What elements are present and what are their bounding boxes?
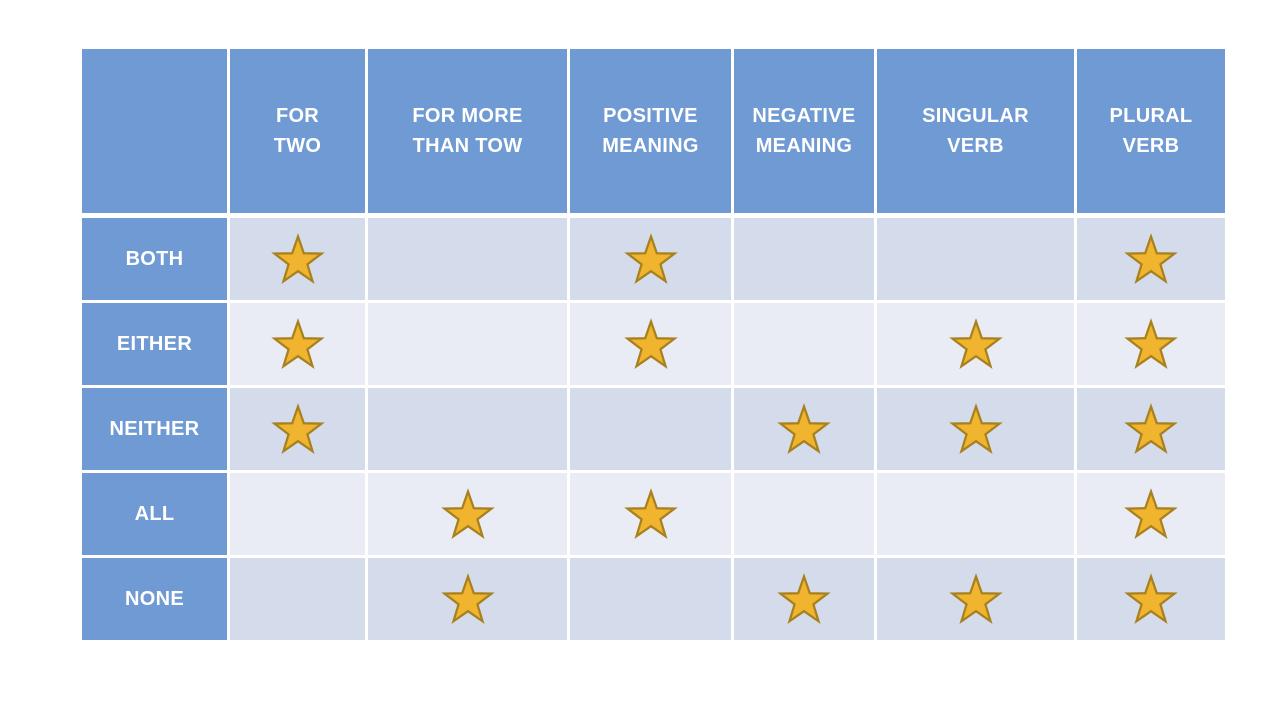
cell-both-plural-verb	[1077, 218, 1225, 300]
cell-both-negative-meaning	[734, 218, 874, 300]
table-row-none: NONE	[82, 558, 1225, 640]
cell-none-positive-meaning	[570, 558, 731, 640]
column-header-for-more-than-tow: FOR MORE THAN TOW	[368, 49, 567, 215]
row-header-none: NONE	[82, 558, 227, 640]
cell-both-singular-verb	[877, 218, 1074, 300]
table-row-either: EITHER	[82, 303, 1225, 385]
cell-either-negative-meaning	[734, 303, 874, 385]
table-row-both: BOTH	[82, 218, 1225, 300]
comparison-table: FOR TWO FOR MORE THAN TOW POSITIVE MEANING…	[79, 46, 1228, 643]
cell-neither-for-more-than-tow	[368, 388, 567, 470]
header-row: FOR TWO FOR MORE THAN TOW POSITIVE MEANING…	[82, 49, 1225, 215]
cell-both-for-more-than-tow	[368, 218, 567, 300]
star-icon	[440, 573, 495, 625]
cell-all-singular-verb	[877, 473, 1074, 555]
star-icon	[1124, 573, 1178, 625]
row-header-both: BOTH	[82, 218, 227, 300]
column-header-singular-verb: SINGULAR VERB	[877, 49, 1074, 215]
star-icon	[948, 318, 1003, 370]
row-header-either: EITHER	[82, 303, 227, 385]
column-header-plural-verb: PLURAL VERB	[1077, 49, 1225, 215]
table-row-neither: NEITHER	[82, 388, 1225, 470]
cell-either-plural-verb	[1077, 303, 1225, 385]
cell-either-singular-verb	[877, 303, 1074, 385]
star-icon	[270, 233, 325, 285]
star-icon	[948, 573, 1003, 625]
cell-none-for-more-than-tow	[368, 558, 567, 640]
star-icon	[623, 318, 678, 370]
cell-none-singular-verb	[877, 558, 1074, 640]
star-icon	[1124, 488, 1178, 540]
star-icon	[948, 403, 1003, 455]
cell-none-for-two	[230, 558, 365, 640]
cell-either-positive-meaning	[570, 303, 731, 385]
cell-either-for-more-than-tow	[368, 303, 567, 385]
cell-all-positive-meaning	[570, 473, 731, 555]
cell-all-for-two	[230, 473, 365, 555]
cell-all-for-more-than-tow	[368, 473, 567, 555]
cell-both-for-two	[230, 218, 365, 300]
cell-none-negative-meaning	[734, 558, 874, 640]
corner-cell	[82, 49, 227, 215]
cell-all-plural-verb	[1077, 473, 1225, 555]
cell-both-positive-meaning	[570, 218, 731, 300]
cell-none-plural-verb	[1077, 558, 1225, 640]
row-header-all: ALL	[82, 473, 227, 555]
table-body: BOTH EITHER NEITHER ALL NONE	[82, 218, 1225, 640]
star-icon	[623, 233, 678, 285]
cell-neither-plural-verb	[1077, 388, 1225, 470]
star-icon	[777, 403, 831, 455]
star-icon	[1124, 403, 1178, 455]
cell-either-for-two	[230, 303, 365, 385]
column-header-positive-meaning: POSITIVE MEANING	[570, 49, 731, 215]
cell-neither-singular-verb	[877, 388, 1074, 470]
star-icon	[1124, 318, 1178, 370]
star-icon	[623, 488, 678, 540]
star-icon	[440, 488, 495, 540]
column-header-negative-meaning: NEGATIVE MEANING	[734, 49, 874, 215]
cell-neither-for-two	[230, 388, 365, 470]
star-icon	[1124, 233, 1178, 285]
column-header-for-two: FOR TWO	[230, 49, 365, 215]
cell-neither-positive-meaning	[570, 388, 731, 470]
row-header-neither: NEITHER	[82, 388, 227, 470]
star-icon	[777, 573, 831, 625]
star-icon	[270, 403, 325, 455]
star-icon	[270, 318, 325, 370]
cell-neither-negative-meaning	[734, 388, 874, 470]
cell-all-negative-meaning	[734, 473, 874, 555]
table-row-all: ALL	[82, 473, 1225, 555]
